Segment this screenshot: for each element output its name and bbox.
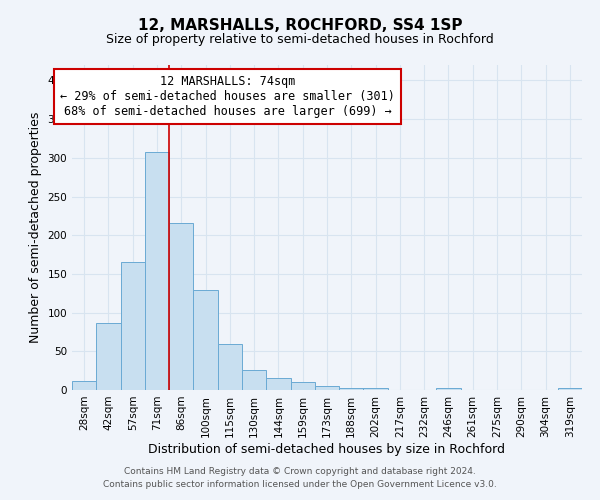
X-axis label: Distribution of semi-detached houses by size in Rochford: Distribution of semi-detached houses by … [149,442,505,456]
Text: 12 MARSHALLS: 74sqm
← 29% of semi-detached houses are smaller (301)
68% of semi-: 12 MARSHALLS: 74sqm ← 29% of semi-detach… [60,74,395,118]
Bar [145,152,169,390]
Bar [266,378,290,390]
Bar [290,382,315,390]
Bar [242,370,266,390]
Y-axis label: Number of semi-detached properties: Number of semi-detached properties [29,112,42,343]
Bar [218,344,242,390]
Bar [169,223,193,390]
Bar [436,388,461,390]
Text: Size of property relative to semi-detached houses in Rochford: Size of property relative to semi-detach… [106,32,494,46]
Bar [315,386,339,390]
Text: Contains HM Land Registry data © Crown copyright and database right 2024.: Contains HM Land Registry data © Crown c… [124,467,476,476]
Bar [339,388,364,390]
Bar [96,324,121,390]
Bar [72,380,96,390]
Text: Contains public sector information licensed under the Open Government Licence v3: Contains public sector information licen… [103,480,497,489]
Text: 12, MARSHALLS, ROCHFORD, SS4 1SP: 12, MARSHALLS, ROCHFORD, SS4 1SP [138,18,462,32]
Bar [121,262,145,390]
Bar [558,388,582,390]
Bar [364,388,388,390]
Bar [193,290,218,390]
